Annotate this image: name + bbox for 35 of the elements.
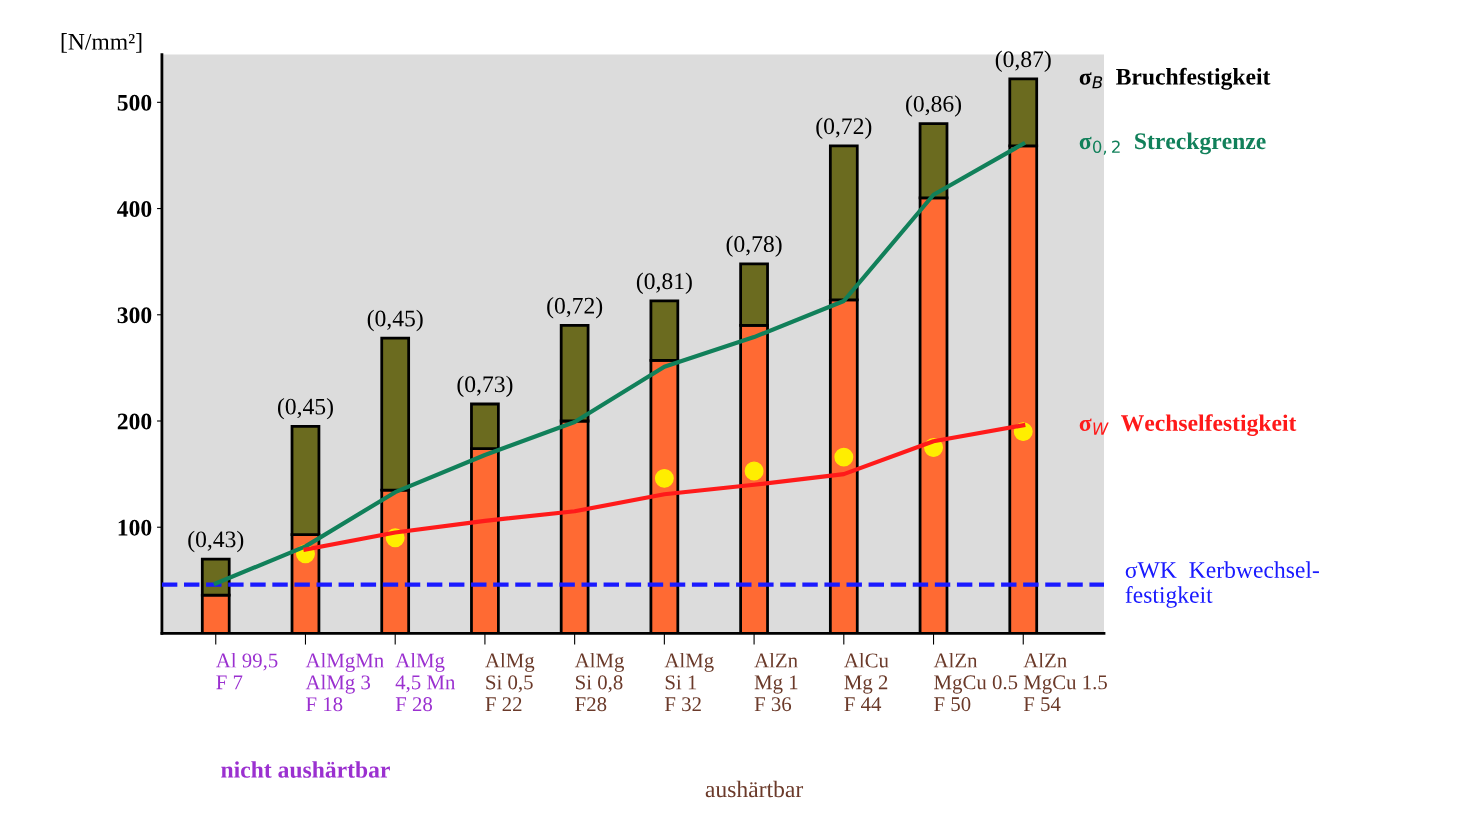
y-tick-label: 100 (118, 519, 152, 536)
annotation: (0,73) (457, 375, 513, 398)
y-axis-title: [N/mm²] (61, 33, 142, 53)
annotation: (0,87) (995, 50, 1051, 73)
text: σ$_{W}$ Wechselfestigkeit (1079, 414, 1297, 436)
x-tick-label: Al 99,5 F 7 (215, 652, 278, 690)
y-tick-label: 400 (117, 201, 152, 217)
y-tick-label: 300 (117, 307, 152, 324)
annotation: (0,72) (547, 297, 603, 319)
annotation: (0,86) (906, 95, 962, 117)
y-tick-label: 500 (117, 94, 152, 111)
annotation: (0,43) (188, 530, 244, 553)
point (654, 468, 674, 488)
x-tick-label: AlMg 4,5 Mn F 28 (395, 652, 456, 712)
ref-line-label: σWK Kerbwechsel- festigkeit (1125, 561, 1319, 608)
series-label: σ$_{B}$ Bruchfestigkeit (1079, 67, 1271, 90)
text: aushärtbar (705, 780, 804, 798)
x-tick-label: AlZn MgCu 0.5 F 50 (933, 652, 1018, 712)
x-tick-label: AlCu Mg 2 F 44 (844, 652, 889, 711)
x-tick-label: AlMg Si 1 F 32 (664, 652, 714, 712)
annotation: (0,72) (816, 117, 872, 139)
x-tick-label: AlMgMn AlMg 3 F 18 (305, 652, 384, 712)
text: nicht aushärtbar (221, 761, 390, 778)
annotation: (0,45) (277, 397, 333, 420)
annotation: (0,45) (367, 309, 423, 332)
point (744, 461, 764, 481)
x-tick-label: AlZn MgCu 1.5 F 54 (1023, 652, 1107, 712)
text: σ$_{0,2}$ Streckgrenze (1079, 132, 1266, 155)
y-tick-label: 200 (117, 413, 152, 430)
x-tick-label: AlZn Mg 1 F 36 (754, 652, 798, 712)
x-tick-label: AlMg Si 0,8 F28 (574, 652, 625, 712)
point (834, 447, 854, 467)
x-tick-label: AlMg Si 0,5 F 22 (485, 652, 535, 711)
annotation: (0,81) (636, 272, 692, 295)
annotation: (0,78) (726, 235, 782, 257)
